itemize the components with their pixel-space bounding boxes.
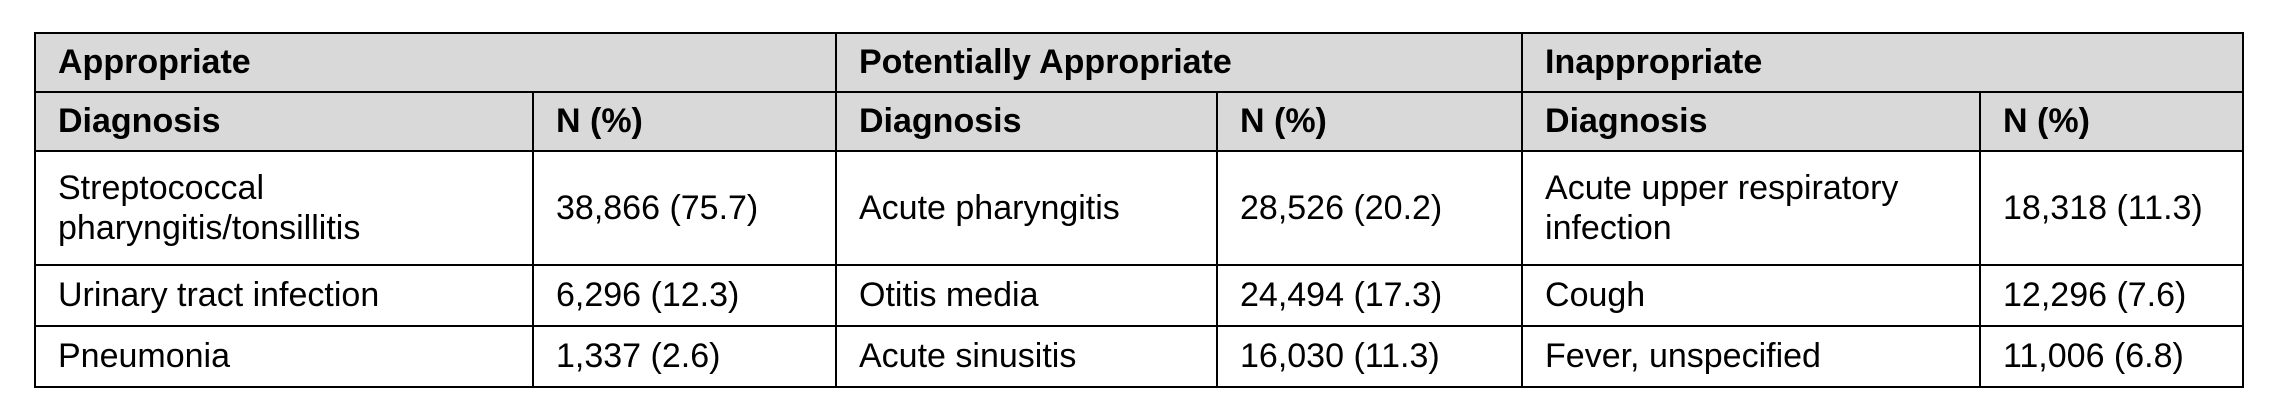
diagnosis-table: Appropriate Potentially Appropriate Inap… <box>34 32 2245 388</box>
column-header-row: Diagnosis N (%) Diagnosis N (%) Diagnosi… <box>34 91 2245 152</box>
n-percent-header: N (%) <box>532 91 837 152</box>
count-cell: 38,866 (75.7) <box>532 150 837 266</box>
diagnosis-cell: Acute pharyngitis <box>835 150 1218 266</box>
group-title-appropriate: Appropriate <box>34 32 837 93</box>
group-title-inappropriate: Inappropriate <box>1521 32 2245 93</box>
table-row: Streptococcal pharyngitis/tonsillitis 38… <box>34 150 2245 266</box>
group-header-row: Appropriate Potentially Appropriate Inap… <box>34 32 2245 93</box>
diagnosis-cell: Fever, unspecified <box>1521 325 1982 388</box>
n-percent-header: N (%) <box>1215 91 1524 152</box>
count-cell: 24,494 (17.3) <box>1215 264 1524 327</box>
count-cell: 11,006 (6.8) <box>1979 325 2245 388</box>
diagnosis-cell: Streptococcal pharyngitis/tonsillitis <box>34 150 534 266</box>
diagnosis-header: Diagnosis <box>34 91 534 152</box>
diagnosis-cell: Cough <box>1521 264 1982 327</box>
diagnosis-cell: Acute upper respiratory infection <box>1521 150 1982 266</box>
n-percent-header: N (%) <box>1979 91 2245 152</box>
diagnosis-cell: Urinary tract infection <box>34 264 534 327</box>
group-title-potentially-appropriate: Potentially Appropriate <box>834 32 1524 93</box>
diagnosis-header: Diagnosis <box>835 91 1218 152</box>
diagnosis-cell: Otitis media <box>835 264 1218 327</box>
diagnosis-header: Diagnosis <box>1521 91 1982 152</box>
table-row: Urinary tract infection 6,296 (12.3) Oti… <box>34 264 2245 327</box>
count-cell: 18,318 (11.3) <box>1979 150 2245 266</box>
table-row: Pneumonia 1,337 (2.6) Acute sinusitis 16… <box>34 325 2245 388</box>
count-cell: 12,296 (7.6) <box>1979 264 2245 327</box>
count-cell: 1,337 (2.6) <box>532 325 837 388</box>
count-cell: 16,030 (11.3) <box>1215 325 1524 388</box>
diagnosis-cell: Acute sinusitis <box>835 325 1218 388</box>
count-cell: 6,296 (12.3) <box>532 264 837 327</box>
count-cell: 28,526 (20.2) <box>1215 150 1524 266</box>
diagnosis-cell: Pneumonia <box>34 325 534 388</box>
